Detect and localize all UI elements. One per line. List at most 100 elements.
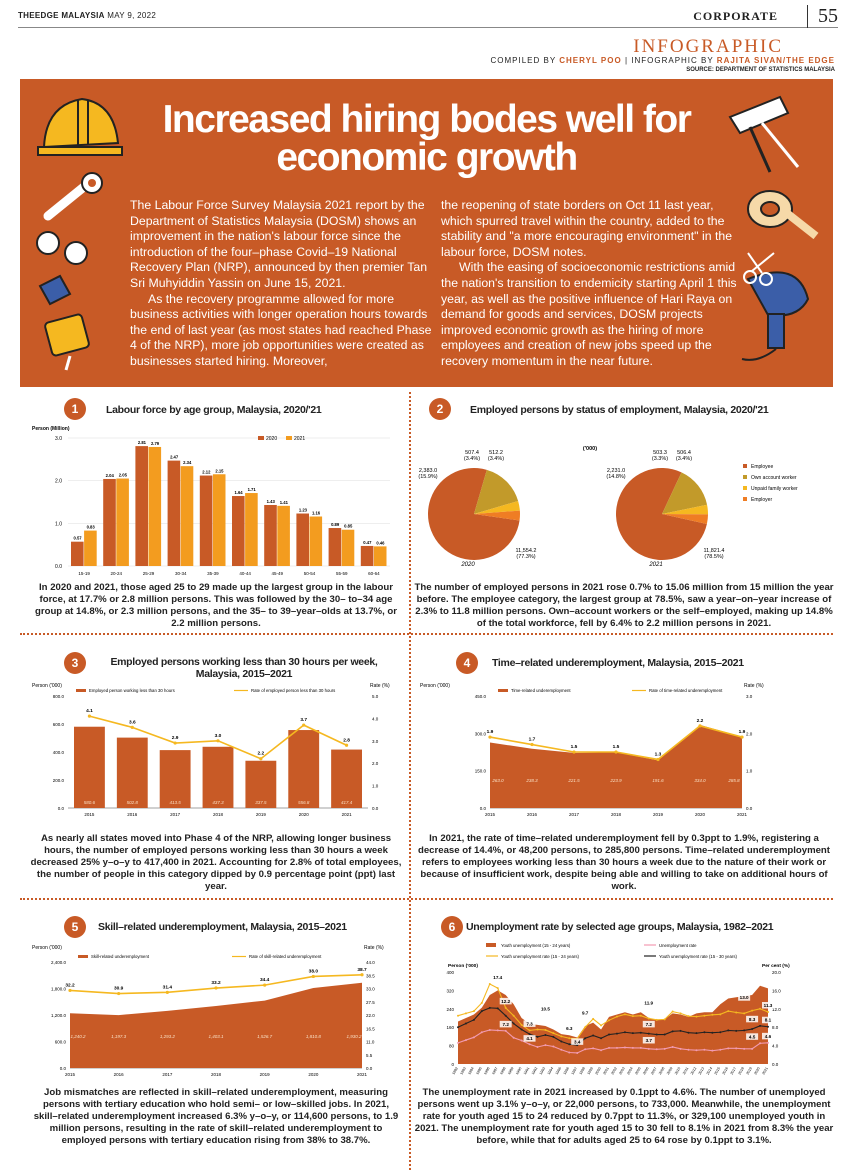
annotation-box bbox=[523, 1035, 536, 1042]
line-Youth unemployment rate (15 - 30 years) bbox=[457, 1007, 769, 1046]
x-tick-label: 1997 bbox=[571, 1067, 578, 1076]
data-label: 2.34 bbox=[183, 460, 192, 465]
y2-tick-label: 2.0 bbox=[746, 731, 753, 736]
line-point bbox=[464, 1012, 467, 1015]
rate-point bbox=[488, 735, 492, 739]
line-point bbox=[608, 1033, 611, 1036]
line-point bbox=[536, 1035, 539, 1038]
y-tick-label: 240 bbox=[446, 1007, 454, 1012]
annotation-label: 3.4 bbox=[574, 1039, 581, 1044]
y-tick-label: 160 bbox=[446, 1025, 454, 1030]
y-tick-label: 300.0 bbox=[475, 731, 487, 736]
line-point bbox=[464, 1039, 467, 1042]
line-point bbox=[647, 1017, 650, 1020]
y2-tick-label: 8.0 bbox=[772, 1025, 779, 1030]
bar-2020 bbox=[328, 528, 342, 566]
line-point bbox=[568, 1051, 571, 1054]
rate-label: 1.3 bbox=[655, 751, 662, 757]
line-point bbox=[727, 1029, 730, 1032]
bar-2021 bbox=[180, 466, 194, 566]
line-point bbox=[759, 1042, 762, 1045]
annotation-label: 13.0 bbox=[740, 995, 749, 1000]
rate-point bbox=[656, 757, 660, 762]
rate-point bbox=[130, 725, 134, 729]
y2-tick-label: 1.0 bbox=[372, 784, 379, 789]
bar-2021 bbox=[277, 505, 290, 566]
annotation-box bbox=[762, 1032, 774, 1040]
x-tick-label: 1991 bbox=[523, 1067, 530, 1076]
line-point bbox=[767, 1041, 769, 1044]
line-point bbox=[767, 1011, 769, 1014]
rate-label: 33.2 bbox=[211, 980, 221, 986]
paint-roller-icon bbox=[38, 274, 90, 371]
line-point bbox=[568, 1043, 571, 1046]
x-tick-label: 1990 bbox=[515, 1067, 522, 1076]
x-tick-label: 1989 bbox=[507, 1067, 514, 1076]
bar-2021 bbox=[212, 474, 226, 566]
line-point bbox=[480, 1010, 483, 1013]
x-tick-label: 2009 bbox=[666, 1067, 673, 1076]
legend-swatch bbox=[743, 475, 747, 479]
legend-swatch bbox=[743, 464, 747, 468]
x-tick-label: 2016 bbox=[527, 812, 538, 817]
rate-label: 32.2 bbox=[65, 982, 75, 988]
annotation-label: 9.7 bbox=[582, 1010, 589, 1015]
line-point bbox=[687, 1048, 690, 1051]
bolt-icon bbox=[36, 231, 88, 265]
hero-panel: Increased hiring bodes well for economic… bbox=[20, 79, 833, 387]
bar-2020 bbox=[232, 496, 245, 566]
rate-label: 34.4 bbox=[260, 977, 270, 983]
line-point bbox=[719, 1031, 722, 1034]
line-point bbox=[560, 1048, 563, 1051]
bar-value-label: 334.0 bbox=[694, 778, 706, 783]
pie-year-label: 2020 bbox=[460, 562, 475, 568]
line-point bbox=[703, 1014, 706, 1017]
pie-slice-own-account-worker bbox=[474, 469, 519, 514]
line-point bbox=[711, 1049, 714, 1052]
line-point bbox=[568, 1037, 571, 1040]
x-tick-label: 30-34 bbox=[175, 571, 187, 576]
source-line: SOURCE: DEPARTMENT OF STATISTICS MALAYSI… bbox=[686, 67, 835, 73]
section-3-title: Employed persons working less than 30 ho… bbox=[110, 656, 378, 680]
x-tick-label: 2016 bbox=[127, 812, 138, 817]
line-point bbox=[623, 1013, 626, 1016]
x-tick-label: 2013 bbox=[698, 1067, 705, 1076]
line-point bbox=[631, 1046, 634, 1049]
slice-pct-label: (3.4%) bbox=[488, 456, 504, 462]
line-point bbox=[647, 1032, 650, 1035]
rate-point bbox=[214, 986, 218, 990]
line-point bbox=[615, 1032, 618, 1035]
line-point bbox=[623, 1031, 626, 1034]
x-tick-label: 35-39 bbox=[207, 571, 219, 576]
rate-point bbox=[344, 743, 349, 747]
bar-value-label: 223.9 bbox=[609, 778, 622, 783]
bar-2020 bbox=[71, 541, 84, 566]
x-tick-label: 25-29 bbox=[143, 571, 155, 576]
rate-point bbox=[87, 714, 92, 718]
rate-label: 1.5 bbox=[613, 744, 620, 750]
line-point bbox=[727, 1047, 730, 1050]
annotation-label: 4.1 bbox=[526, 1036, 533, 1041]
y-tick-label: 0 bbox=[451, 1062, 454, 1067]
annotation-label: 11.9 bbox=[644, 1000, 653, 1005]
annotation-box bbox=[523, 1020, 536, 1027]
x-tick-label: 1987 bbox=[491, 1067, 498, 1076]
x-tick-label: 2016 bbox=[114, 1072, 125, 1077]
intro-column-2: the reopening of state borders on Oct 11… bbox=[441, 198, 737, 368]
annotation-label: 10.5 bbox=[541, 1007, 550, 1012]
bar-value-label: 1,403.1 bbox=[208, 1034, 224, 1039]
x-tick-label: 1995 bbox=[555, 1067, 562, 1076]
row-divider-1 bbox=[20, 633, 833, 635]
line-point bbox=[735, 1029, 738, 1032]
slice-value-label: 2,383.0 bbox=[419, 468, 437, 474]
line-point bbox=[671, 1045, 674, 1048]
rate-point bbox=[614, 750, 618, 754]
y2-tick-label: 5.0 bbox=[372, 694, 379, 699]
legend-label-bar: Skill-related underemployment bbox=[91, 954, 150, 959]
line-point bbox=[703, 1031, 706, 1034]
y2-tick-label: 4.0 bbox=[372, 716, 379, 721]
legend-swatch bbox=[486, 943, 496, 947]
y-tick-label: 400.0 bbox=[53, 750, 65, 755]
line-point bbox=[759, 1024, 762, 1027]
rate-point bbox=[165, 990, 169, 994]
